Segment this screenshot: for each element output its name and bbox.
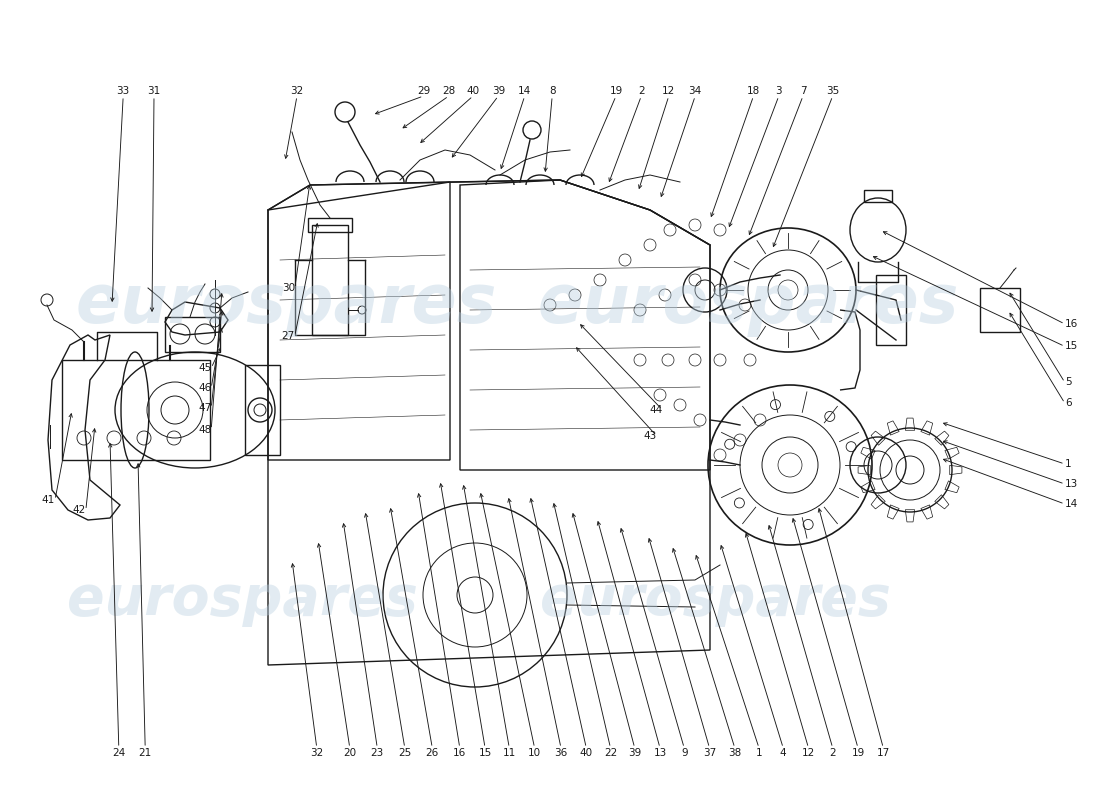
Bar <box>876 275 906 345</box>
Text: 16: 16 <box>453 748 466 758</box>
Text: 31: 31 <box>147 86 161 96</box>
Bar <box>312 225 348 335</box>
Text: 11: 11 <box>503 748 516 758</box>
Bar <box>308 218 352 232</box>
Text: 27: 27 <box>282 331 295 341</box>
Text: 46: 46 <box>198 383 211 393</box>
Text: 36: 36 <box>554 748 568 758</box>
Text: eurospares: eurospares <box>537 271 959 337</box>
Text: 32: 32 <box>310 748 323 758</box>
Text: 20: 20 <box>343 748 356 758</box>
Text: 43: 43 <box>644 431 657 441</box>
Text: 5: 5 <box>1065 378 1071 387</box>
Bar <box>165 317 220 352</box>
Text: 13: 13 <box>1065 479 1078 489</box>
Text: 40: 40 <box>466 86 480 96</box>
Text: 3: 3 <box>776 86 782 96</box>
Text: 1: 1 <box>756 748 762 758</box>
Text: 24: 24 <box>112 748 125 758</box>
Text: 9: 9 <box>681 748 688 758</box>
Text: 37: 37 <box>703 748 716 758</box>
Bar <box>62 360 210 460</box>
Text: 22: 22 <box>604 748 617 758</box>
Text: 19: 19 <box>609 86 623 96</box>
Text: 45: 45 <box>198 363 211 373</box>
Text: 35: 35 <box>826 86 839 96</box>
Text: 39: 39 <box>628 748 641 758</box>
Text: 30: 30 <box>282 283 295 293</box>
Text: 12: 12 <box>662 86 675 96</box>
Text: 32: 32 <box>290 86 304 96</box>
Text: 10: 10 <box>528 748 541 758</box>
Text: 2: 2 <box>829 748 836 758</box>
Text: 21: 21 <box>139 748 152 758</box>
Text: 2: 2 <box>638 86 645 96</box>
Text: 26: 26 <box>426 748 439 758</box>
Text: 15: 15 <box>1065 342 1078 351</box>
Text: eurospares: eurospares <box>540 573 890 627</box>
Text: 12: 12 <box>802 748 815 758</box>
Text: 28: 28 <box>442 86 455 96</box>
Text: 44: 44 <box>649 405 662 414</box>
Text: 23: 23 <box>371 748 384 758</box>
Text: 38: 38 <box>728 748 741 758</box>
Text: 15: 15 <box>478 748 492 758</box>
Text: 6: 6 <box>1065 398 1071 408</box>
Text: 14: 14 <box>1065 499 1078 509</box>
Text: 48: 48 <box>198 425 211 434</box>
Text: 16: 16 <box>1065 319 1078 329</box>
Text: 40: 40 <box>580 748 593 758</box>
Text: 39: 39 <box>492 86 505 96</box>
Bar <box>980 288 1020 332</box>
Text: 29: 29 <box>417 86 430 96</box>
Text: 33: 33 <box>117 86 130 96</box>
Bar <box>864 190 892 202</box>
Text: eurospares: eurospares <box>67 573 417 627</box>
Text: 4: 4 <box>780 748 786 758</box>
Text: 42: 42 <box>73 506 86 515</box>
Text: 34: 34 <box>689 86 702 96</box>
Text: 25: 25 <box>398 748 411 758</box>
Text: 7: 7 <box>800 86 806 96</box>
Text: eurospares: eurospares <box>75 271 497 337</box>
Text: 41: 41 <box>42 495 55 505</box>
Text: 17: 17 <box>877 748 890 758</box>
Text: 8: 8 <box>549 86 556 96</box>
Text: 13: 13 <box>653 748 667 758</box>
Text: 1: 1 <box>1065 459 1071 469</box>
Text: 18: 18 <box>747 86 760 96</box>
Text: 19: 19 <box>851 748 865 758</box>
Text: 14: 14 <box>518 86 531 96</box>
Text: 47: 47 <box>198 403 211 413</box>
